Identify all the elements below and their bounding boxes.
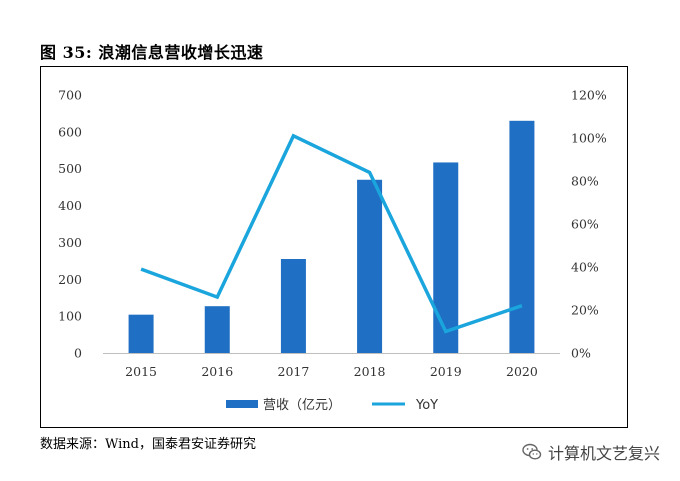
yoy-line (140, 133, 523, 334)
left-tick-label: 700 (58, 88, 82, 103)
watermark: 计算机文艺复兴 (522, 440, 660, 464)
x-tick-label: 2020 (506, 364, 538, 379)
x-tick-label: 2019 (430, 364, 462, 379)
left-tick-label: 600 (58, 124, 82, 139)
right-tick-label: 0% (571, 346, 591, 361)
wechat-icon (522, 443, 542, 460)
watermark-text: 计算机文艺复兴 (547, 444, 660, 463)
left-axis-ticks: 0 100 200 300 400 500 600 700 (58, 88, 82, 361)
bar-2019 (433, 162, 459, 353)
x-tick-label: 2015 (125, 364, 157, 379)
right-axis-ticks: 0% 20% 40% 60% 80% 100% 120% (571, 88, 607, 361)
bar-2020 (509, 120, 535, 353)
x-tick-label: 2016 (201, 364, 233, 379)
legend-line-label: YoY (415, 398, 438, 413)
chart-frame (40, 66, 628, 428)
source-note: 数据来源：Wind，国泰君安证券研究 (40, 437, 256, 452)
right-tick-label: 100% (571, 131, 607, 146)
left-tick-label: 400 (58, 198, 82, 213)
x-axis-ticks: 2015 2016 2017 2018 2019 2020 (125, 364, 538, 379)
left-tick-label: 100 (58, 309, 82, 324)
right-tick-label: 80% (571, 174, 599, 189)
legend-bar-swatch (226, 400, 258, 408)
left-tick-label: 0 (74, 346, 82, 361)
figure-title: 图 35: 浪潮信息营收增长迅速 (40, 43, 264, 62)
bar-2015 (128, 314, 154, 353)
line-series (140, 133, 523, 334)
bar-2016 (204, 306, 230, 353)
right-tick-label: 40% (571, 260, 599, 275)
right-tick-label: 60% (571, 217, 599, 232)
right-tick-label: 120% (571, 88, 607, 103)
legend-bar-label: 营收（亿元） (263, 398, 341, 413)
legend: 营收（亿元） YoY (226, 398, 438, 413)
x-tick-label: 2017 (278, 364, 310, 379)
right-tick-label: 20% (571, 303, 599, 318)
left-tick-label: 500 (58, 161, 82, 176)
bar-series (128, 120, 535, 353)
x-tick-label: 2018 (354, 364, 386, 379)
bar-2017 (280, 259, 306, 353)
left-tick-label: 200 (58, 272, 82, 287)
bar-2018 (357, 179, 383, 353)
left-tick-label: 300 (58, 235, 82, 250)
